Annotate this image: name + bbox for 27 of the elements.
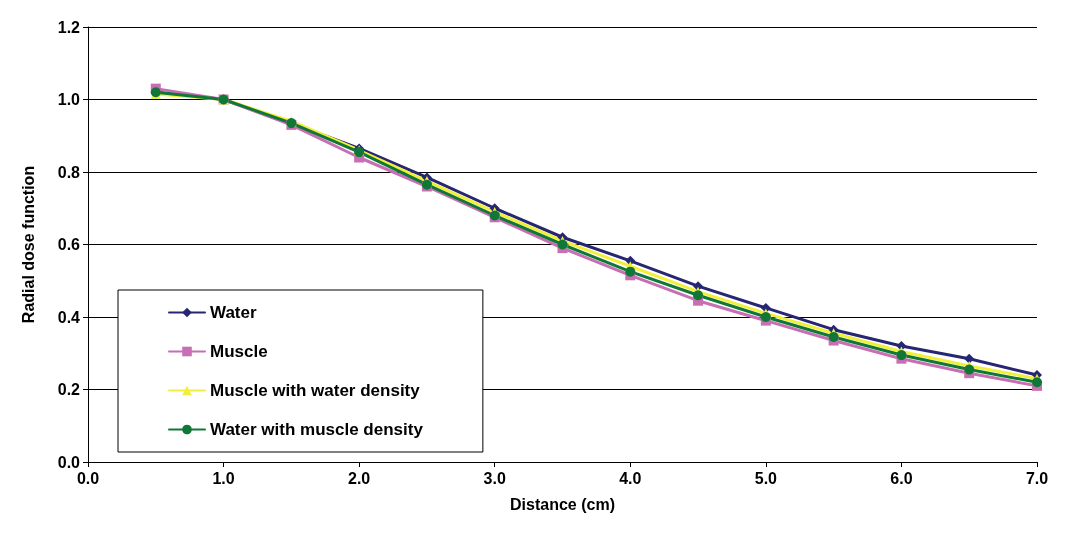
x-tick-label: 1.0 bbox=[212, 469, 235, 487]
point bbox=[693, 290, 704, 301]
y-tick-label: 0.8 bbox=[57, 163, 81, 181]
x-tick-label: 0.0 bbox=[76, 469, 100, 487]
x-axis-title: Distance (cm) bbox=[510, 495, 615, 513]
x-tick-label: 2.0 bbox=[348, 469, 371, 487]
y-tick-label: 1.2 bbox=[57, 18, 81, 36]
y-tick-label: 1.0 bbox=[57, 91, 81, 108]
y-tick-label: 0.4 bbox=[57, 308, 81, 326]
y-tick-label: 0.6 bbox=[57, 236, 81, 253]
x-tick-label: 7.0 bbox=[1025, 469, 1049, 487]
x-tick-label: 5.0 bbox=[754, 469, 778, 487]
legend-label: Water with muscle density bbox=[210, 420, 424, 439]
legend-label: Water bbox=[210, 303, 257, 322]
y-tick-label: 0.2 bbox=[57, 381, 81, 398]
point bbox=[964, 353, 975, 364]
point bbox=[625, 266, 636, 277]
x-tick-label: 4.0 bbox=[619, 469, 642, 487]
point bbox=[760, 312, 771, 322]
y-tick-label: 0.0 bbox=[57, 453, 81, 471]
x-tick-label: 3.0 bbox=[483, 469, 506, 487]
point bbox=[557, 239, 568, 250]
legend-label: Muscle with water density bbox=[210, 381, 421, 400]
x-tick-label: 6.0 bbox=[890, 469, 913, 487]
point bbox=[964, 364, 975, 375]
y-axis-title: Radial dose function bbox=[19, 165, 37, 324]
legend-label: Muscle bbox=[210, 342, 268, 361]
